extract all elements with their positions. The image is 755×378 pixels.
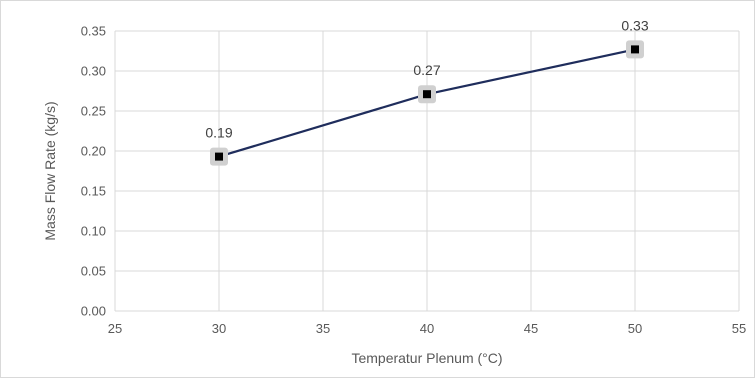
data-label: 0.27 — [413, 62, 440, 78]
x-tick-label: 25 — [108, 321, 122, 336]
marker — [631, 45, 639, 54]
x-tick-label: 55 — [732, 321, 746, 336]
x-tick-label: 40 — [420, 321, 434, 336]
data-label: 0.33 — [621, 17, 648, 33]
series-layer — [210, 40, 644, 166]
y-tick-label: 0.00 — [81, 304, 106, 319]
data-point — [418, 85, 436, 104]
y-tick-label: 0.10 — [81, 224, 106, 239]
y-tick-label: 0.30 — [81, 64, 106, 79]
y-tick-label: 0.35 — [81, 24, 106, 39]
gridlines — [114, 30, 740, 312]
y-tick-label: 0.20 — [81, 144, 106, 159]
data-label: 0.19 — [205, 125, 232, 141]
x-axis-title: Temperatur Plenum (°C) — [351, 350, 502, 366]
y-axis-title: Mass Flow Rate (kg/s) — [42, 101, 58, 240]
y-tick-label: 0.25 — [81, 104, 106, 119]
x-tick-label: 30 — [212, 321, 226, 336]
data-labels: 0.19 0.27 0.33 — [205, 17, 648, 140]
marker — [423, 90, 431, 99]
y-tick-label: 0.15 — [81, 184, 106, 199]
y-tick-label: 0.05 — [81, 264, 106, 279]
marker — [215, 152, 223, 161]
data-point — [210, 147, 228, 166]
x-tick-label: 50 — [628, 321, 642, 336]
axes: 0.00 0.05 0.10 0.15 0.20 0.25 0.30 0.35 25 30 35 40… — [81, 24, 747, 337]
x-tick-label: 45 — [524, 321, 538, 336]
data-point — [626, 40, 644, 59]
x-tick-label: 35 — [316, 321, 330, 336]
